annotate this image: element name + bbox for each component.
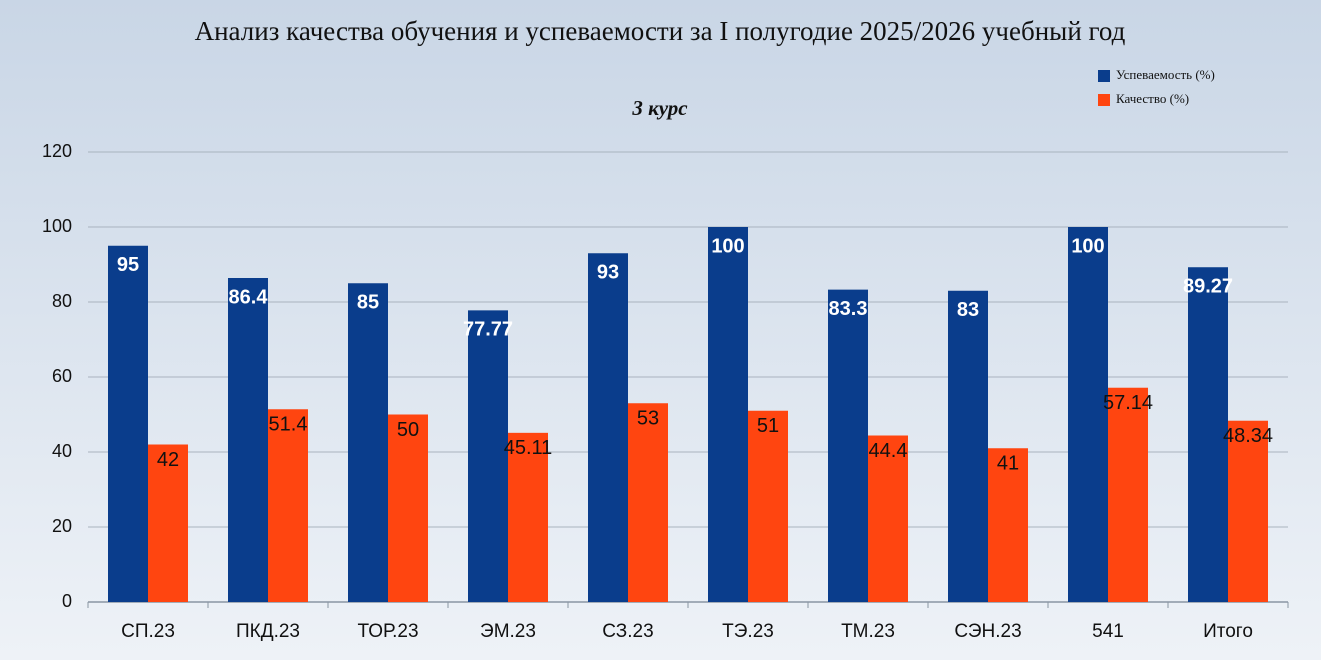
x-tick-label: ТОР.23 (357, 621, 418, 642)
bar (828, 289, 868, 602)
bar (108, 245, 148, 602)
y-tick-label: 20 (52, 516, 72, 536)
bar (148, 444, 188, 602)
bar (748, 410, 788, 602)
chart-title: Анализ качества обучения и успеваемости … (194, 16, 1126, 46)
bar (1228, 420, 1268, 602)
y-tick-label: 120 (42, 141, 72, 161)
y-tick-label: 60 (52, 366, 72, 386)
data-label: 53 (637, 408, 659, 430)
bar (588, 253, 628, 602)
y-tick-label: 40 (52, 441, 72, 461)
legend-swatch (1098, 70, 1110, 82)
x-tick-label: ТЭ.23 (722, 621, 774, 642)
data-label: 77.77 (463, 319, 513, 341)
x-tick-label: ТМ.23 (841, 621, 895, 642)
data-label: 83 (957, 299, 979, 321)
data-label: 48.34 (1223, 425, 1273, 447)
data-label: 50 (397, 419, 419, 441)
bar (988, 448, 1028, 602)
chart-subtitle: 3 курс (632, 96, 688, 120)
data-label: 57.14 (1103, 392, 1153, 414)
x-tick-label: СЗ.23 (602, 621, 653, 642)
x-tick-label: ПКД.23 (236, 621, 300, 642)
bar (708, 227, 748, 602)
data-label: 86.4 (229, 286, 269, 308)
data-label: 42 (157, 449, 179, 471)
data-label: 85 (357, 292, 379, 314)
data-label: 51 (757, 415, 779, 437)
data-label: 45.11 (504, 437, 553, 459)
data-label: 95 (117, 254, 139, 276)
bar (228, 278, 268, 602)
legend-label: Качество (%) (1116, 91, 1189, 106)
bar (1188, 267, 1228, 602)
bar (508, 432, 548, 602)
x-tick-label: СП.23 (121, 621, 175, 642)
bar (468, 310, 508, 602)
x-tick-label: ЭМ.23 (480, 621, 536, 642)
y-tick-label: 100 (42, 216, 72, 236)
y-tick-label: 0 (62, 591, 72, 611)
data-label: 51.4 (269, 414, 308, 436)
data-label: 44.4 (869, 440, 908, 462)
bar (348, 283, 388, 602)
x-tick-label: Итого (1203, 621, 1253, 642)
x-tick-label: СЭН.23 (954, 621, 1021, 642)
bar (1108, 387, 1148, 602)
data-label: 41 (997, 453, 1019, 475)
legend-swatch (1098, 94, 1110, 106)
bar (1068, 227, 1108, 602)
x-tick-label: 541 (1092, 621, 1124, 642)
data-label: 83.3 (829, 298, 868, 320)
bar (868, 435, 908, 602)
data-label: 89.27 (1183, 276, 1233, 298)
bar (948, 290, 988, 602)
legend-label: Успеваемость (%) (1116, 67, 1215, 82)
bar (628, 403, 668, 602)
data-label: 100 (711, 235, 744, 257)
bar (388, 414, 428, 602)
data-label: 93 (597, 262, 619, 284)
data-label: 100 (1071, 235, 1104, 257)
bar (268, 409, 308, 602)
y-tick-label: 80 (52, 291, 72, 311)
